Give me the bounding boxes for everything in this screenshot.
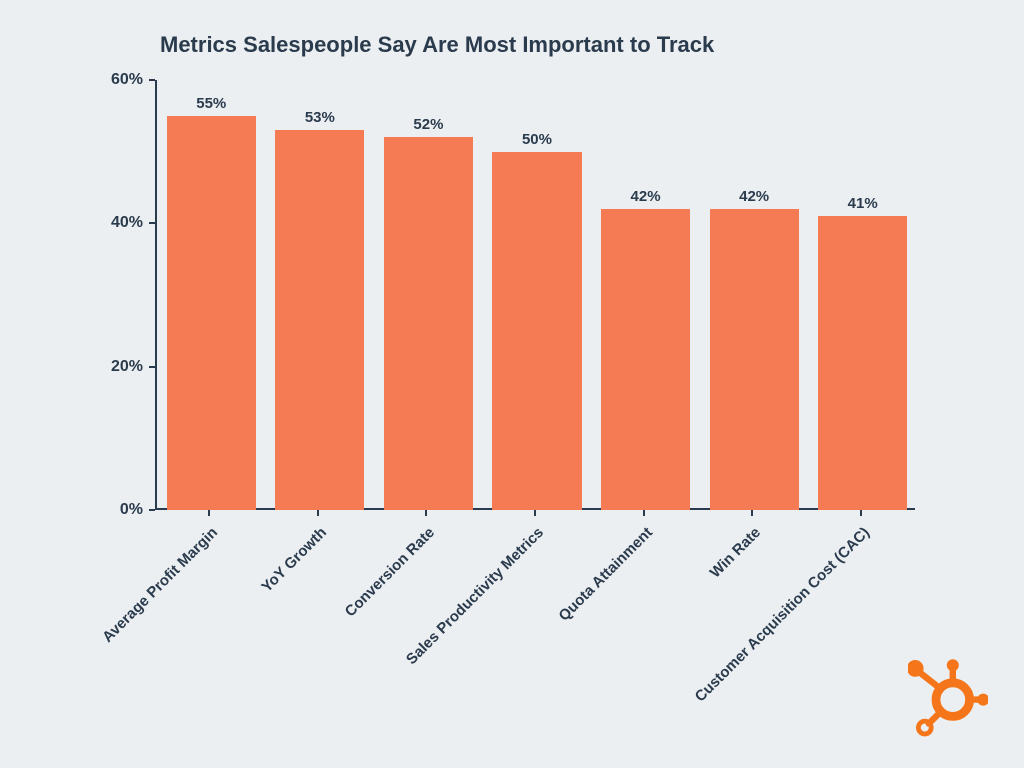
- y-tick: [149, 509, 155, 511]
- x-tick-label: Quota Attainment: [431, 524, 655, 748]
- y-tick: [149, 222, 155, 224]
- x-tick-label: Customer Acquisition Cost (CAC): [649, 524, 873, 748]
- hubspot-logo-icon: [908, 658, 988, 738]
- y-tick-label: 60%: [111, 71, 143, 89]
- bar: 55%: [167, 116, 256, 510]
- bar-value-label: 42%: [601, 188, 690, 209]
- x-tick: [643, 510, 645, 516]
- x-tick-label: Conversion Rate: [214, 524, 438, 748]
- x-tick: [208, 510, 210, 516]
- x-tick-label: Win Rate: [540, 524, 764, 748]
- bar: 52%: [384, 137, 473, 510]
- bar: 42%: [710, 209, 799, 510]
- x-tick: [534, 510, 536, 516]
- x-tick-label: YoY Growth: [106, 524, 330, 748]
- bar: 53%: [275, 130, 364, 510]
- bar: 42%: [601, 209, 690, 510]
- y-axis-line: [155, 80, 157, 510]
- plot-area: 0%20%40%60%55%Average Profit Margin53%Yo…: [155, 80, 915, 510]
- x-tick-label: Average Profit Margin: [0, 524, 221, 748]
- bar-value-label: 50%: [492, 131, 581, 152]
- x-tick: [751, 510, 753, 516]
- y-tick: [149, 79, 155, 81]
- bar-value-label: 42%: [710, 188, 799, 209]
- bar: 41%: [818, 216, 907, 510]
- y-tick-label: 20%: [111, 358, 143, 376]
- bar: 50%: [492, 152, 581, 510]
- chart-title: Metrics Salespeople Say Are Most Importa…: [160, 32, 714, 58]
- y-tick-label: 40%: [111, 214, 143, 232]
- y-tick: [149, 366, 155, 368]
- x-tick-label: Sales Productivity Metrics: [323, 524, 547, 748]
- x-tick: [860, 510, 862, 516]
- bar-value-label: 55%: [167, 95, 256, 116]
- x-tick: [317, 510, 319, 516]
- bar-value-label: 52%: [384, 116, 473, 137]
- chart-canvas: Metrics Salespeople Say Are Most Importa…: [0, 0, 1024, 768]
- x-tick: [425, 510, 427, 516]
- bar-value-label: 41%: [818, 195, 907, 216]
- y-tick-label: 0%: [120, 501, 143, 519]
- bar-value-label: 53%: [275, 109, 364, 130]
